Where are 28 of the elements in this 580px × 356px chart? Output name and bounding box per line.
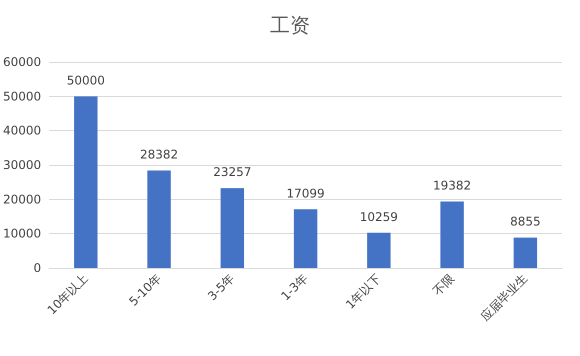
x-tick-label: 1年以下 [343,271,384,312]
x-tick-label: 1-3年 [278,271,311,304]
bar [440,201,464,268]
y-tick-label: 40000 [2,124,42,138]
y-tick-label: 20000 [2,192,42,206]
data-label: 17099 [286,186,325,200]
y-tick-label: 0 [34,261,42,275]
data-label: 10259 [360,210,398,224]
data-label: 23257 [213,165,252,180]
x-tick-label: 应届毕业生 [478,271,530,324]
y-tick-label: 60000 [2,55,42,69]
x-tick-label: 3-5年 [205,271,238,304]
bar [147,170,171,268]
bar [220,188,244,268]
bar [367,232,391,268]
bar [294,209,318,268]
data-label: 28382 [140,148,178,162]
y-tick-label: 30000 [2,158,42,172]
data-label: 19382 [433,178,472,192]
bar [74,96,98,268]
x-tick-label: 10年以上 [44,271,91,318]
x-tick-label: 不限 [430,271,458,298]
data-label: 8855 [510,214,541,229]
chart-title: 工资 [270,13,310,37]
y-tick-label: 10000 [2,226,42,241]
data-label: 50000 [66,73,105,88]
y-tick-label: 50000 [2,89,42,104]
bar [514,238,538,268]
